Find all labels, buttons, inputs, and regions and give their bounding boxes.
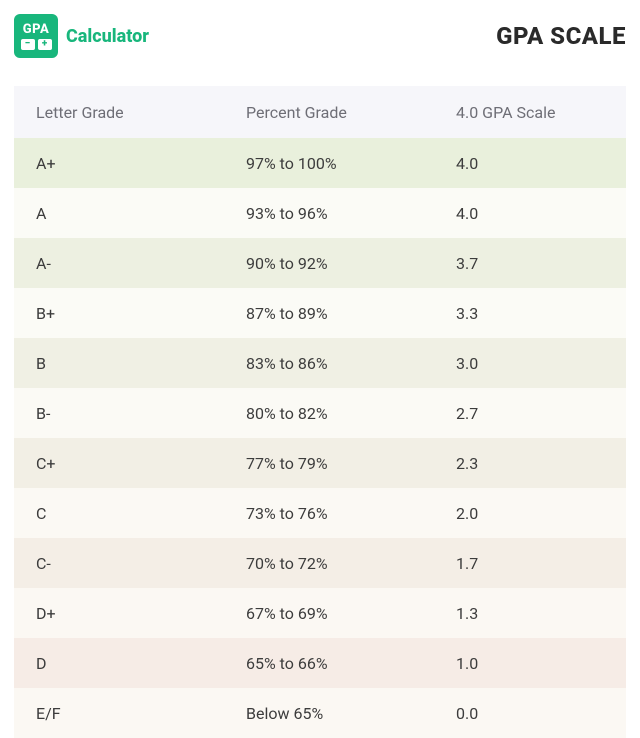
cell-letter: B+ (14, 304, 224, 323)
page-title: GPA SCALE (496, 22, 626, 50)
table-row: B-80% to 82%2.7 (14, 388, 626, 438)
cell-percent: 93% to 96% (224, 204, 434, 223)
cell-percent: 83% to 86% (224, 354, 434, 373)
cell-letter: B (14, 354, 224, 373)
cell-gpa: 2.7 (434, 404, 626, 423)
table-row: D65% to 66%1.0 (14, 638, 626, 688)
cell-letter: D (14, 654, 224, 673)
table-row: C73% to 76%2.0 (14, 488, 626, 538)
cell-percent: 70% to 72% (224, 554, 434, 573)
col-header-gpa: 4.0 GPA Scale (434, 103, 626, 122)
cell-gpa: 4.0 (434, 154, 626, 173)
table-row: A93% to 96%4.0 (14, 188, 626, 238)
table-row: B+87% to 89%3.3 (14, 288, 626, 338)
table-row: D+67% to 69%1.3 (14, 588, 626, 638)
cell-letter: C (14, 504, 224, 523)
cell-percent: 67% to 69% (224, 604, 434, 623)
cell-letter: B- (14, 404, 224, 423)
plus-icon: + (38, 39, 52, 50)
cell-percent: Below 65% (224, 704, 434, 723)
cell-gpa: 4.0 (434, 204, 626, 223)
cell-letter: C+ (14, 454, 224, 473)
cell-percent: 65% to 66% (224, 654, 434, 673)
brand-text: Calculator (66, 26, 149, 47)
cell-letter: D+ (14, 604, 224, 623)
cell-percent: 80% to 82% (224, 404, 434, 423)
cell-gpa: 3.3 (434, 304, 626, 323)
logo-badge: GPA − + (14, 14, 58, 58)
cell-percent: 73% to 76% (224, 504, 434, 523)
table-row: A-90% to 92%3.7 (14, 238, 626, 288)
cell-gpa: 3.0 (434, 354, 626, 373)
cell-letter: C- (14, 554, 224, 573)
cell-letter: E/F (14, 704, 224, 723)
table-row: E/FBelow 65%0.0 (14, 688, 626, 738)
cell-gpa: 0.0 (434, 704, 626, 723)
cell-gpa: 1.3 (434, 604, 626, 623)
cell-gpa: 2.3 (434, 454, 626, 473)
cell-percent: 77% to 79% (224, 454, 434, 473)
logo: GPA − + Calculator (14, 14, 149, 58)
logo-badge-icons: − + (21, 39, 52, 50)
cell-letter: A+ (14, 154, 224, 173)
table-row: A+97% to 100%4.0 (14, 138, 626, 188)
cell-gpa: 2.0 (434, 504, 626, 523)
minus-icon: − (21, 39, 35, 50)
cell-letter: A (14, 204, 224, 223)
col-header-letter: Letter Grade (14, 103, 224, 122)
table-row: C+77% to 79%2.3 (14, 438, 626, 488)
table-row: B83% to 86%3.0 (14, 338, 626, 388)
cell-gpa: 3.7 (434, 254, 626, 273)
table-row: C-70% to 72%1.7 (14, 538, 626, 588)
gpa-table: Letter Grade Percent Grade 4.0 GPA Scale… (14, 86, 626, 738)
cell-percent: 90% to 92% (224, 254, 434, 273)
col-header-percent: Percent Grade (224, 103, 434, 122)
logo-badge-text: GPA (23, 23, 50, 36)
cell-gpa: 1.0 (434, 654, 626, 673)
table-header-row: Letter Grade Percent Grade 4.0 GPA Scale (14, 86, 626, 138)
cell-percent: 97% to 100% (224, 154, 434, 173)
cell-percent: 87% to 89% (224, 304, 434, 323)
cell-gpa: 1.7 (434, 554, 626, 573)
header: GPA − + Calculator GPA SCALE (14, 14, 626, 58)
cell-letter: A- (14, 254, 224, 273)
